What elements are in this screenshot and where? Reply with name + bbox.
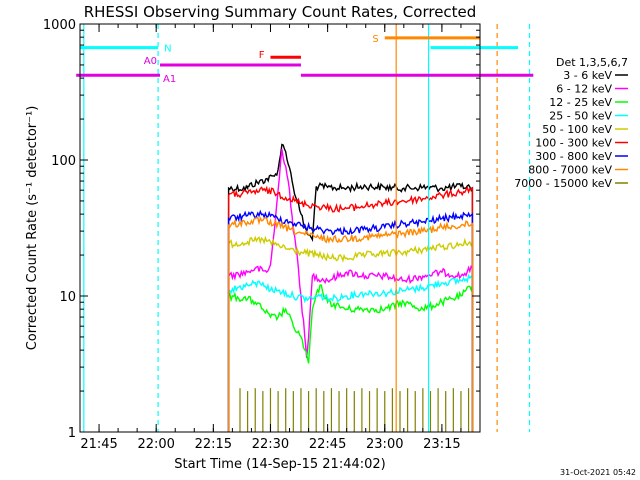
x-tick-label: 23:15 (423, 437, 460, 452)
y-axis-label: Corrected Count Rate (s⁻¹ detector⁻¹) (25, 106, 40, 351)
x-tick-label: 22:45 (309, 437, 346, 452)
legend-label: 3 - 6 keV (563, 69, 612, 82)
series-line-3 (227, 273, 474, 432)
series-8-bursts (239, 388, 470, 432)
legend-label: 100 - 300 keV (535, 137, 612, 150)
legend-title: Det 1,3,5,6,7 (556, 56, 628, 69)
flare-bar-label: F (259, 50, 265, 61)
x-tick-label: 22:15 (195, 437, 232, 452)
x-tick-label: 22:30 (252, 437, 289, 452)
x-axis-label: Start Time (14-Sep-15 21:44:02) (174, 457, 385, 472)
legend-label: 12 - 25 keV (549, 96, 612, 109)
timestamp-footer: 31-Oct-2021 05:42 (560, 468, 636, 477)
legend-label: 7000 - 15000 keV (514, 177, 612, 190)
x-tick-label: 21:45 (80, 437, 117, 452)
series-line-0 (227, 143, 474, 432)
saa-bar-label: S (372, 34, 378, 45)
axis-ticks: 21:45 22:00 22:15 22:30 22:45 23:00 23:15 1 10 10… (43, 18, 481, 452)
y-tick-label: 10 (59, 290, 76, 305)
y-tick-label: 1 (68, 426, 76, 441)
x-tick-label: 23:00 (366, 437, 403, 452)
annotation-layer: N A0 A1 F S (76, 24, 534, 432)
legend-label: 25 - 50 keV (549, 110, 612, 123)
series-line-7 (227, 216, 474, 432)
attenuator-bar-label: A1 (163, 74, 176, 85)
attenuator-bar-label: A0 (144, 56, 157, 67)
series-line-5 (227, 185, 474, 432)
legend-label: 6 - 12 keV (556, 83, 612, 96)
series-line-1 (227, 149, 474, 432)
series-line-6 (227, 209, 474, 432)
plot-border (79, 23, 481, 433)
chart-title: RHESSI Observing Summary Count Rates, Co… (84, 3, 477, 21)
legend-label: 800 - 7000 keV (528, 164, 612, 177)
x-tick-label: 22:00 (137, 437, 174, 452)
series-layer (227, 143, 474, 432)
plot-area: N A0 A1 F S 21:45 22:00 22:15 22:30 22:45 23:00 23… (43, 18, 534, 452)
legend-label: 300 - 800 keV (535, 150, 612, 163)
series-line-2 (227, 284, 474, 432)
y-tick-label: 1000 (43, 18, 76, 33)
legend-label: 50 - 100 keV (542, 123, 612, 136)
series-line-4 (227, 235, 474, 432)
y-tick-label: 100 (51, 154, 76, 169)
night-bar-label: N (164, 44, 171, 55)
